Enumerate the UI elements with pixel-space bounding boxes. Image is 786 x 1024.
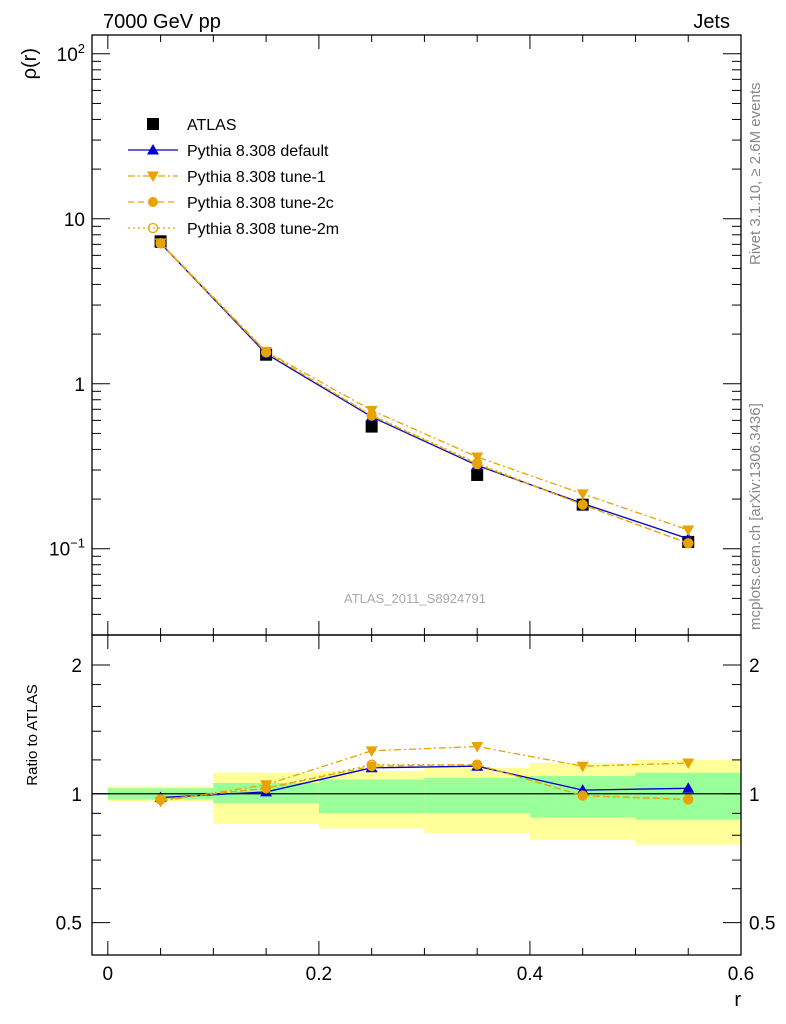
- data-point: [472, 759, 483, 770]
- uncertainty-band-stat: [424, 777, 530, 814]
- data-point: [683, 794, 694, 805]
- main-y-axis-label: ρ(r): [19, 48, 41, 79]
- x-tick-label: 0: [103, 964, 114, 985]
- data-point: [366, 410, 377, 421]
- legend-label: Pythia 8.308 default: [187, 143, 329, 160]
- legend-label: ATLAS: [187, 117, 237, 134]
- data-point: [682, 758, 695, 770]
- data-point: [155, 238, 166, 249]
- x-tick-label: 0.6: [728, 964, 754, 985]
- y-tick-label: 2: [71, 656, 82, 677]
- y-tick-label: 1: [74, 375, 85, 396]
- data-point: [471, 468, 484, 481]
- data-point: [365, 746, 378, 757]
- ratio-axes: 0 0.2 0.4 0.6 0.5 0.5 1 1 2 2: [56, 635, 775, 985]
- data-point: [576, 761, 589, 773]
- legend-entry: Pythia 8.308 default: [128, 143, 329, 160]
- y-tick-label: 10: [64, 210, 85, 231]
- series-line: [160, 242, 689, 540]
- legend-marker: [147, 222, 159, 234]
- ratio-panel: 0 0.2 0.4 0.6 0.5 0.5 1 1 2 2 Ratio to ATLAS r: [24, 634, 775, 1011]
- legend-entry: ATLAS: [147, 117, 237, 134]
- data-point: [577, 499, 588, 510]
- uncertainty-band-stat: [318, 779, 425, 814]
- x-tick-label: 0.4: [517, 964, 544, 985]
- legend-marker: [147, 171, 159, 182]
- legend-entry: Pythia 8.308 tune-2m: [128, 221, 339, 238]
- x-axis-label: r: [734, 989, 741, 1011]
- y-tick-label: 102: [57, 41, 85, 66]
- legend-label: Pythia 8.308 tune-1: [187, 169, 326, 186]
- data-point: [472, 759, 483, 770]
- data-point: [472, 458, 483, 469]
- data-point: [260, 783, 272, 794]
- ratio-plot-area: [92, 741, 741, 845]
- ratio-y-axis-label: Ratio to ATLAS: [24, 684, 41, 785]
- series-line: [160, 242, 689, 531]
- data-point: [577, 790, 588, 801]
- data-point: [577, 499, 588, 510]
- data-point: [366, 759, 377, 770]
- ratio-frame: [91, 634, 742, 956]
- side-text-top: Rivet 3.1.10, ≥ 2.6M events: [747, 83, 764, 266]
- data-point: [365, 420, 378, 433]
- legend-marker: [147, 118, 159, 130]
- legend-label: Pythia 8.308 tune-2m: [187, 221, 339, 238]
- y-tick-label-right: 2: [749, 656, 760, 677]
- series-line: [160, 242, 689, 544]
- header-right: Jets: [693, 11, 730, 33]
- x-tick-label: 0.2: [306, 964, 332, 985]
- header-left: 7000 GeV pp: [103, 11, 221, 33]
- y-tick-label: 1: [71, 785, 82, 806]
- data-point: [471, 741, 484, 753]
- analysis-watermark: ATLAS_2011_S8924791: [344, 591, 486, 606]
- legend: ATLAS Pythia 8.308 default Pythia 8.308 tu…: [128, 117, 339, 238]
- y-tick-label-right: 1: [749, 785, 760, 806]
- data-point: [576, 489, 589, 500]
- legend-entry: Pythia 8.308 tune-2c: [128, 195, 334, 212]
- series-line: [160, 745, 689, 803]
- y-tick-label: 0.5: [56, 914, 82, 935]
- legend-marker: [148, 197, 158, 207]
- data-point: [471, 452, 484, 463]
- data-point: [683, 538, 694, 549]
- series-line: [160, 765, 689, 799]
- y-tick-label-right: 0.5: [749, 914, 775, 935]
- y-tick-label: 10−1: [49, 536, 85, 561]
- data-point: [577, 790, 588, 801]
- series-line: [160, 242, 689, 544]
- main-panel: 10−1 1 10 102 ATLAS_2011_S8924791 ρ(r) ATLA…: [19, 34, 742, 636]
- data-point: [682, 525, 695, 536]
- data-point: [260, 347, 272, 358]
- main-plot-area: [154, 235, 695, 549]
- legend-entry: Pythia 8.308 tune-1: [128, 169, 326, 186]
- main-axes: 10−1 1 10 102: [49, 35, 742, 636]
- side-text-bottom: mcplots.cern.ch [arXiv:1306.3436]: [747, 403, 764, 630]
- legend-label: Pythia 8.308 tune-2c: [187, 195, 334, 212]
- data-point: [682, 782, 695, 793]
- legend-marker: [147, 144, 159, 155]
- data-point: [155, 794, 166, 805]
